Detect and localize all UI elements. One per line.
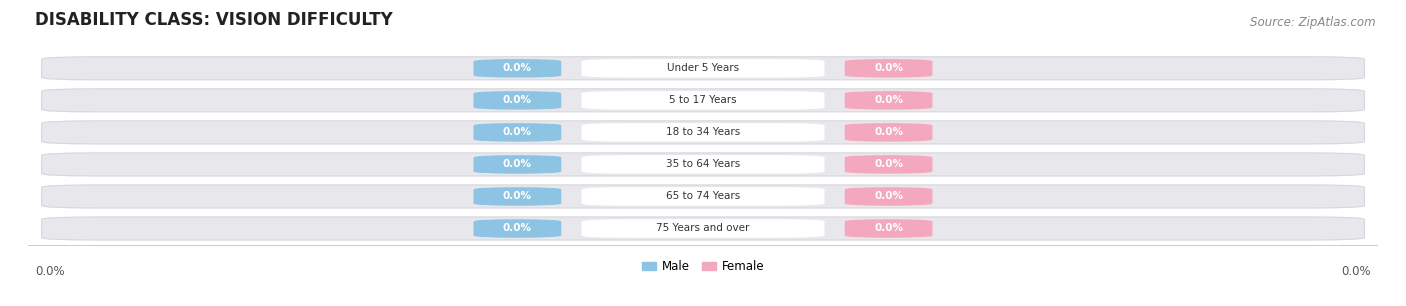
FancyBboxPatch shape xyxy=(474,91,561,110)
Text: 0.0%: 0.0% xyxy=(875,63,903,73)
Text: 0.0%: 0.0% xyxy=(875,223,903,233)
FancyBboxPatch shape xyxy=(474,59,561,78)
Text: 0.0%: 0.0% xyxy=(503,95,531,105)
FancyBboxPatch shape xyxy=(582,187,824,206)
Text: DISABILITY CLASS: VISION DIFFICULTY: DISABILITY CLASS: VISION DIFFICULTY xyxy=(35,12,392,29)
Text: 0.0%: 0.0% xyxy=(875,95,903,105)
Text: 0.0%: 0.0% xyxy=(875,127,903,137)
FancyBboxPatch shape xyxy=(42,57,1364,80)
FancyBboxPatch shape xyxy=(42,153,1364,176)
Text: 35 to 64 Years: 35 to 64 Years xyxy=(666,159,740,170)
Text: Under 5 Years: Under 5 Years xyxy=(666,63,740,73)
FancyBboxPatch shape xyxy=(582,219,824,238)
FancyBboxPatch shape xyxy=(582,155,824,174)
Text: 0.0%: 0.0% xyxy=(35,265,65,278)
Text: 5 to 17 Years: 5 to 17 Years xyxy=(669,95,737,105)
Text: 0.0%: 0.0% xyxy=(503,192,531,201)
FancyBboxPatch shape xyxy=(42,185,1364,208)
FancyBboxPatch shape xyxy=(845,155,932,174)
Text: 0.0%: 0.0% xyxy=(503,63,531,73)
Text: 0.0%: 0.0% xyxy=(503,159,531,170)
FancyBboxPatch shape xyxy=(42,89,1364,112)
FancyBboxPatch shape xyxy=(582,123,824,142)
Text: 0.0%: 0.0% xyxy=(503,223,531,233)
Text: 0.0%: 0.0% xyxy=(503,127,531,137)
FancyBboxPatch shape xyxy=(474,155,561,174)
FancyBboxPatch shape xyxy=(42,217,1364,240)
FancyBboxPatch shape xyxy=(582,59,824,78)
FancyBboxPatch shape xyxy=(474,219,561,238)
Text: 18 to 34 Years: 18 to 34 Years xyxy=(666,127,740,137)
Text: Source: ZipAtlas.com: Source: ZipAtlas.com xyxy=(1250,17,1375,29)
FancyBboxPatch shape xyxy=(582,91,824,110)
Text: 75 Years and over: 75 Years and over xyxy=(657,223,749,233)
Text: 0.0%: 0.0% xyxy=(875,159,903,170)
FancyBboxPatch shape xyxy=(845,187,932,206)
FancyBboxPatch shape xyxy=(845,91,932,110)
Legend: Male, Female: Male, Female xyxy=(637,256,769,278)
Text: 0.0%: 0.0% xyxy=(875,192,903,201)
FancyBboxPatch shape xyxy=(845,219,932,238)
FancyBboxPatch shape xyxy=(474,123,561,142)
FancyBboxPatch shape xyxy=(474,187,561,206)
Text: 65 to 74 Years: 65 to 74 Years xyxy=(666,192,740,201)
FancyBboxPatch shape xyxy=(845,123,932,142)
FancyBboxPatch shape xyxy=(845,59,932,78)
Text: 0.0%: 0.0% xyxy=(1341,265,1371,278)
FancyBboxPatch shape xyxy=(42,121,1364,144)
